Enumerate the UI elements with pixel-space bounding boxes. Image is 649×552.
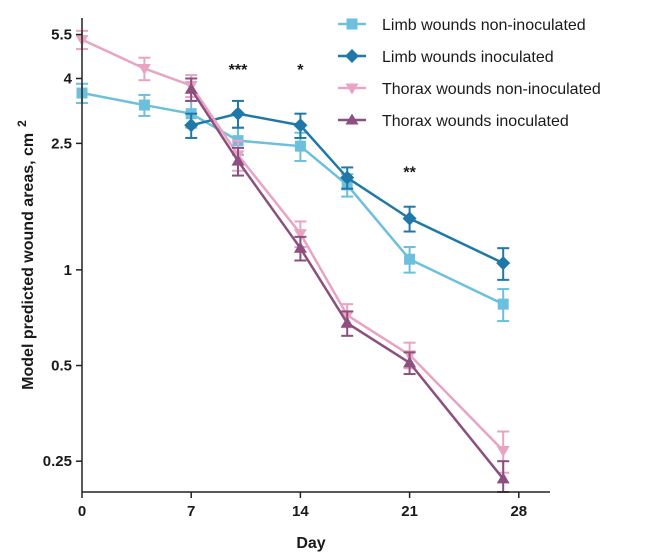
tick-group: 0 7 14 21 28 0.25 0.5 1 2.5 4 5.5 [43,27,527,520]
series-line [190,88,505,480]
significance-marker: *** [229,62,248,79]
significance-marker: ** [403,165,416,182]
x-tick-label: 28 [510,503,527,520]
y-axis-title-superscript: 2 [15,120,29,127]
x-tick-label: 21 [401,503,418,520]
legend-label: Limb wounds inoculated [382,49,554,66]
data-point [496,472,510,484]
y-tick-label: 0.25 [43,453,72,470]
data-point [184,82,198,94]
y-tick-label: 2.5 [51,135,72,152]
y-tick-label: 0.5 [51,358,72,375]
legend-item: Thorax wounds non-inoculated [338,81,601,98]
series-2 [184,99,511,281]
y-tick-label: 4 [64,70,73,87]
x-tick-label: 7 [187,503,195,520]
y-tick-label: 5.5 [51,27,72,44]
data-point [293,118,308,133]
x-tick-label: 0 [78,503,86,520]
significance-marker: * [297,62,304,79]
plot-area [75,29,511,493]
data-point [497,298,509,310]
y-axis-title-text: Model predicted wound areas, cm [20,133,37,390]
legend-item: Thorax wounds inoculated [338,113,569,130]
significance-annotations: *** *** [229,62,417,182]
data-point [231,106,245,121]
y-axis-title: Model predicted wound areas, cm 2 [15,120,37,390]
data-point [138,99,150,111]
legend-item: Limb wounds non-inoculated [338,17,586,34]
legend-label: Thorax wounds inoculated [382,113,569,130]
legend-marker [346,18,358,30]
x-axis-title: Day [296,535,325,552]
y-tick-label: 1 [64,262,72,279]
legend-marker [345,113,359,125]
series-line [81,91,504,306]
data-point [294,140,306,152]
legend-marker [345,83,359,95]
data-point [293,229,307,241]
data-point [340,170,355,185]
data-point [340,316,354,328]
series-line [190,112,504,265]
data-point [496,256,511,271]
axes [81,18,550,493]
legend: Limb wounds non-inoculated Limb wounds in… [338,17,601,130]
data-point [403,356,417,368]
series-4 [184,77,510,493]
legend-label: Thorax wounds non-inoculated [382,81,601,98]
x-tick-label: 14 [292,503,309,520]
data-point [293,241,307,253]
data-point [137,63,151,76]
legend-marker [345,49,359,63]
data-point [496,446,510,458]
data-point [231,154,245,166]
legend-label: Limb wounds non-inoculated [382,17,586,34]
legend-item: Limb wounds inoculated [338,49,554,66]
data-point [402,211,417,226]
data-point [404,253,416,265]
data-point [184,118,199,133]
series-line [81,38,505,452]
